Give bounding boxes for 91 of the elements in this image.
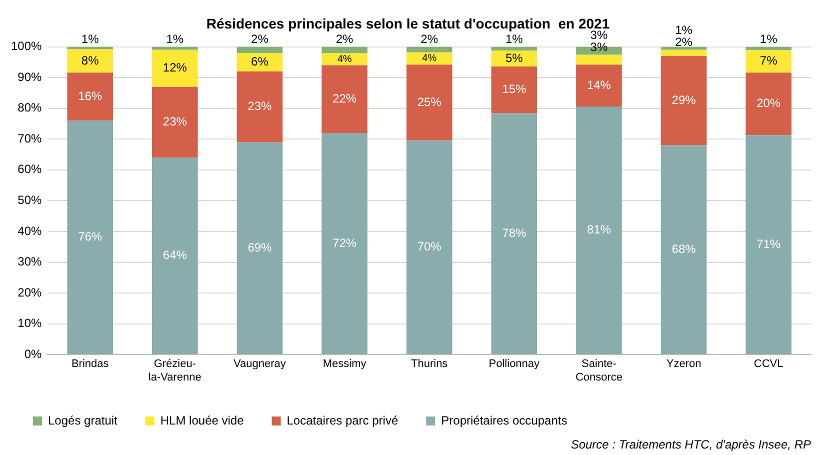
bar (236, 46, 283, 53)
bar (236, 71, 283, 142)
data-label: 2% (420, 32, 438, 46)
data-label: 71% (756, 236, 781, 251)
bar (406, 140, 452, 354)
data-label: 78% (502, 226, 526, 240)
data-label: 2% (336, 32, 354, 46)
bar (746, 50, 792, 73)
data-label: 22% (332, 91, 357, 106)
bar (67, 120, 113, 354)
bar (746, 135, 792, 354)
data-label: 1% (166, 32, 184, 46)
legend-label: HLM louée vide (160, 413, 244, 428)
bar (67, 49, 113, 73)
data-label: 15% (502, 82, 526, 96)
bar (152, 86, 198, 158)
data-label: 23% (248, 99, 272, 114)
x-tick-label: Sainte-Consorce (575, 358, 623, 384)
data-label: 20% (756, 96, 781, 110)
x-tick-label: Brindas (71, 358, 110, 370)
x-tick-label: Messimy (322, 358, 367, 370)
y-tick-label: 70% (18, 131, 42, 146)
data-label: 25% (417, 94, 442, 109)
legend-label: Locataires parc privé (286, 413, 398, 428)
data-label: 14% (586, 78, 612, 92)
bar (152, 158, 198, 354)
bar (660, 50, 707, 56)
y-tick-label: 40% (18, 224, 42, 238)
data-label: 81% (586, 222, 612, 237)
y-tick-label: 10% (18, 316, 42, 330)
bar (236, 142, 283, 354)
bar (660, 46, 707, 50)
bar (576, 64, 622, 107)
data-label: 76% (78, 230, 102, 244)
data-label: 23% (162, 114, 188, 129)
data-label: 72% (332, 236, 357, 250)
source-note: Source : Traitements HTC, d'après Insee, RP (570, 437, 811, 452)
bar (67, 46, 113, 50)
x-tick-label: Vaugneray (234, 358, 286, 370)
data-label: 8% (81, 53, 100, 68)
y-tick-label: 0% (24, 346, 42, 361)
y-tick-label: 80% (18, 100, 42, 115)
y-tick-label: 50% (18, 193, 42, 208)
bar (746, 72, 792, 136)
data-label: 7% (760, 54, 778, 68)
bar (406, 64, 452, 140)
bar (406, 46, 452, 52)
x-tick-label: Thurins (411, 358, 448, 370)
legend-label: Propriétaires occupants (441, 413, 568, 428)
data-label: 68% (672, 242, 696, 256)
bar (152, 46, 198, 50)
bar (236, 52, 283, 72)
bar (491, 113, 538, 354)
data-label: 1% (81, 32, 100, 46)
legend-label: Logés gratuit (48, 413, 118, 428)
bar (322, 46, 368, 53)
x-tick-label: Pollionnay (488, 358, 540, 370)
y-tick-label: 90% (18, 70, 42, 84)
x-tick-label: Grézieu-la-Varenne (148, 358, 202, 384)
x-tick-label: Yzeron (666, 358, 702, 370)
data-label: 12% (162, 60, 188, 75)
bar (576, 54, 622, 65)
bar (322, 132, 368, 354)
y-tick-label: 60% (18, 162, 42, 176)
bar (576, 106, 622, 354)
data-label: 2% (251, 32, 269, 46)
data-label: 1% (760, 32, 778, 46)
bar (660, 145, 707, 354)
bar (322, 52, 368, 66)
bar (491, 46, 538, 50)
data-label: 1% (505, 32, 524, 46)
data-label: 70% (417, 240, 442, 254)
data-label: 5% (505, 50, 524, 65)
x-tick-label: CCVL (754, 358, 784, 370)
data-label: 69% (248, 240, 272, 254)
data-label: 2% (675, 35, 693, 50)
y-tick-label: 30% (18, 254, 42, 269)
data-label: 64% (162, 248, 188, 262)
data-label: 16% (78, 88, 102, 103)
bar (660, 56, 707, 146)
y-tick-label: 20% (18, 285, 42, 300)
data-label: 4% (422, 53, 437, 64)
bar (67, 72, 113, 121)
data-label: 6% (251, 54, 269, 69)
bar (322, 65, 368, 133)
bar (152, 50, 198, 87)
data-label: 29% (672, 92, 696, 107)
data-label: 1% (675, 23, 693, 38)
data-label: 4% (337, 54, 352, 65)
y-tick-label: 100% (10, 39, 42, 54)
bar (491, 66, 538, 114)
